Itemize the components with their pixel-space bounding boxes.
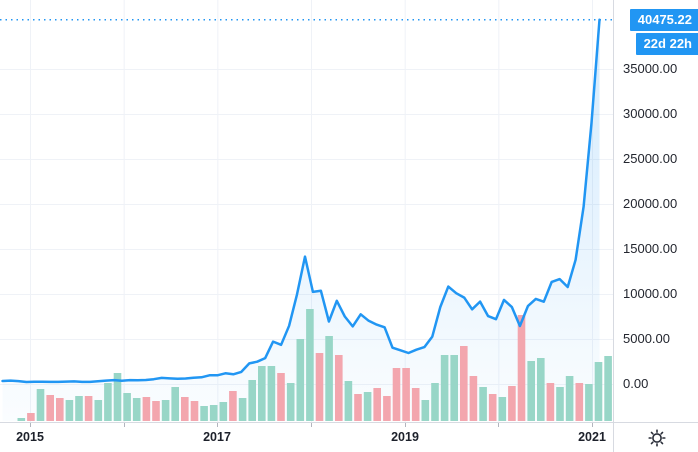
volume-bar xyxy=(508,386,516,421)
volume-bar xyxy=(373,388,381,421)
price-tick-label: 20000.00 xyxy=(623,196,678,211)
volume-bar xyxy=(402,368,410,421)
volume-bar xyxy=(36,389,45,421)
price-tick-label: 30000.00 xyxy=(623,106,678,121)
gear-icon xyxy=(647,429,666,447)
volume-bar xyxy=(104,383,112,421)
price-tick-label: 15000.00 xyxy=(623,241,678,256)
volume-bar xyxy=(537,358,545,421)
time-tick-mark xyxy=(217,423,218,427)
volume-bar xyxy=(460,346,468,421)
volume-bar xyxy=(200,406,208,421)
volume-bar xyxy=(229,391,237,421)
volume-bar xyxy=(431,383,439,421)
volume-bar xyxy=(142,397,151,421)
volume-bar xyxy=(219,402,228,421)
volume-bar xyxy=(421,400,430,421)
price-tick-label: 5000.00 xyxy=(623,331,670,346)
time-scale[interactable]: 2015 2017 2019 2021 xyxy=(0,422,613,452)
volume-bar xyxy=(354,394,362,421)
volume-bar xyxy=(65,400,74,421)
volume-bar xyxy=(498,397,507,421)
price-chart-canvas[interactable] xyxy=(0,0,613,422)
volume-bar xyxy=(27,413,35,421)
time-tick-mark xyxy=(30,423,31,427)
volume-bar xyxy=(335,355,343,421)
volume-bar xyxy=(604,356,612,421)
volume-bar xyxy=(152,401,160,421)
time-tick-mark xyxy=(498,423,499,427)
price-tick-label: 0.00 xyxy=(623,376,649,391)
time-tick-label: 2019 xyxy=(391,430,419,444)
price-tick-label: 10000.00 xyxy=(623,286,678,301)
volume-bar xyxy=(488,394,497,421)
volume-bar xyxy=(238,398,247,421)
volume-bar xyxy=(479,387,487,421)
bar-close-countdown-badge: 22d 22h xyxy=(635,33,698,55)
price-scale[interactable]: 40475.22 22d 22h 35000.00 30000.00 25000.0… xyxy=(613,0,698,422)
volume-bar xyxy=(267,366,276,421)
volume-bar xyxy=(132,398,141,421)
volume-bars xyxy=(17,309,612,421)
volume-bar xyxy=(594,362,603,421)
volume-bar xyxy=(440,355,449,421)
volume-bar xyxy=(190,401,199,421)
volume-bar xyxy=(585,384,593,421)
volume-bar xyxy=(363,392,372,421)
volume-bar xyxy=(392,368,401,421)
volume-bar xyxy=(344,381,353,421)
price-area-fill xyxy=(2,19,600,421)
last-price-badge: 40475.22 xyxy=(629,9,698,31)
time-tick-label: 2021 xyxy=(578,430,606,444)
time-tick-mark xyxy=(311,423,312,427)
volume-bar xyxy=(171,387,179,421)
volume-bar xyxy=(84,396,93,421)
volume-bar xyxy=(306,309,314,421)
volume-bar xyxy=(181,397,189,421)
volume-bar xyxy=(450,355,458,421)
price-line xyxy=(1,18,601,384)
chart-pane[interactable] xyxy=(0,0,613,422)
price-tick-label: 25000.00 xyxy=(623,151,678,166)
volume-bar xyxy=(286,383,295,421)
volume-bar xyxy=(296,339,305,421)
price-scale-settings-button[interactable] xyxy=(645,426,669,450)
volume-bar xyxy=(209,405,218,421)
volume-bar xyxy=(161,400,170,421)
volume-bar xyxy=(258,366,266,421)
time-tick-mark xyxy=(405,423,406,427)
price-tick-label: 35000.00 xyxy=(623,61,678,76)
volume-bar xyxy=(113,373,122,421)
volume-bar xyxy=(248,380,256,421)
time-tick-mark xyxy=(124,423,125,427)
volume-bar xyxy=(383,396,391,421)
volume-bar xyxy=(565,376,574,421)
scale-settings-corner xyxy=(613,422,698,452)
volume-bar xyxy=(469,376,478,421)
volume-bar xyxy=(94,400,103,421)
volume-bar xyxy=(17,418,26,421)
volume-bar xyxy=(546,383,555,421)
volume-bar xyxy=(277,373,285,421)
volume-bar xyxy=(123,393,131,421)
volume-bar xyxy=(325,336,333,421)
volume-bar xyxy=(575,383,584,421)
volume-bar xyxy=(527,361,535,421)
time-tick-label: 2017 xyxy=(203,430,231,444)
time-tick-label: 2015 xyxy=(16,430,44,444)
time-tick-mark xyxy=(592,423,593,427)
volume-bar xyxy=(46,395,54,421)
volume-bar xyxy=(315,353,324,421)
volume-bar xyxy=(56,398,64,421)
volume-bar xyxy=(75,396,83,421)
volume-bar xyxy=(411,388,420,421)
volume-bar xyxy=(556,387,564,421)
volume-bar xyxy=(517,315,526,421)
